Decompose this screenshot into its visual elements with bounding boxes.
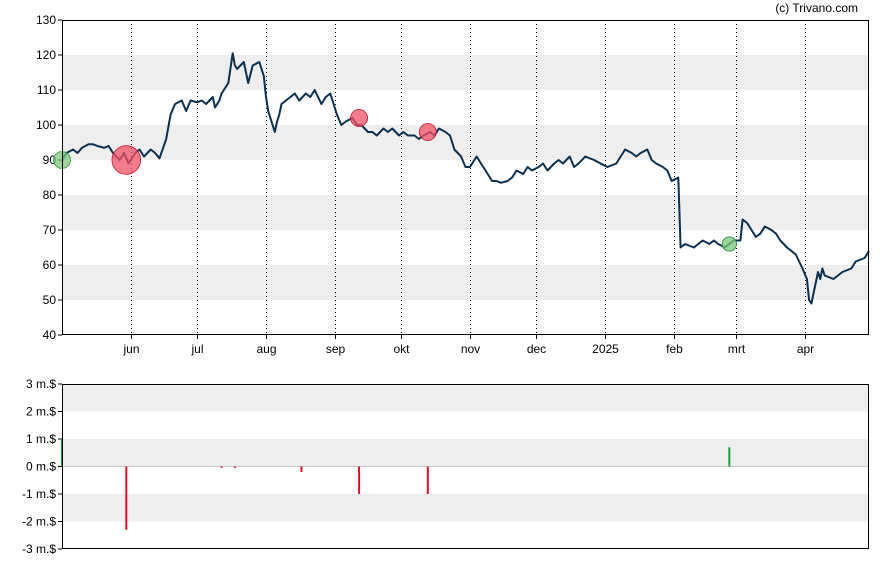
price-y-tick-label: 100 (36, 118, 56, 132)
volume-gridband (62, 439, 869, 467)
price-y-tick-label: 70 (43, 223, 57, 237)
price-y-tick-label: 130 (36, 13, 56, 27)
volume-gridband (62, 494, 869, 522)
price-y-tick-label: 110 (37, 83, 56, 97)
price-gridband (62, 55, 869, 90)
volume-y-tick-label: -1 m.$ (22, 487, 56, 501)
trade-markers (53, 109, 737, 252)
price-y-tick-label: 60 (43, 258, 57, 272)
price-gridband (62, 125, 869, 160)
volume-bar (426, 466, 429, 494)
volume-bar (300, 466, 303, 472)
volume-gridband (62, 384, 869, 412)
volume-bar (358, 466, 361, 494)
sell-marker (111, 145, 142, 175)
x-tick-label: jun (122, 342, 139, 356)
price-gridbands (62, 55, 869, 300)
price-y-tick-label: 80 (43, 188, 57, 202)
volume-y-axis: 3 m.$ 2 m.$ 1 m.$ 0 m.$ -1 m.$ -2 m.$ -3 m.$ (22, 377, 62, 556)
price-x-axis: jun jul aug sep okt nov dec 2025 feb mrt apr (122, 335, 814, 356)
volume-y-tick-label: 3 m.$ (26, 377, 56, 391)
volume-y-tick-label: 0 m.$ (26, 460, 56, 474)
sell-marker (350, 109, 368, 127)
x-tick-label: dec (527, 342, 546, 356)
price-gridband (62, 195, 869, 230)
price-y-tick-label: 50 (43, 293, 57, 307)
price-y-tick-label: 120 (36, 48, 56, 62)
credit-text: (c) Trivano.com (775, 1, 858, 15)
price-y-tick-label: 90 (43, 153, 57, 167)
x-tick-label: sep (326, 342, 346, 356)
price-month-gridlines (131, 20, 806, 335)
volume-bar (220, 466, 223, 468)
price-y-tick-label: 40 (43, 328, 57, 342)
sell-marker (418, 123, 437, 141)
volume-y-tick-label: 1 m.$ (26, 432, 56, 446)
volume-y-tick-label: -3 m.$ (22, 542, 56, 556)
x-tick-label: okt (393, 342, 410, 356)
price-plot-frame (62, 20, 869, 335)
buy-marker (721, 236, 737, 252)
price-gridband (62, 265, 869, 300)
x-tick-label: 2025 (592, 342, 619, 356)
x-tick-label: apr (797, 342, 814, 356)
volume-bar (233, 466, 236, 468)
volume-bar (728, 447, 731, 467)
volume-gridbands (62, 384, 869, 522)
volume-y-tick-label: 2 m.$ (26, 405, 56, 419)
price-y-axis: 40 50 60 70 80 90 100 110 120 130 (36, 13, 62, 342)
x-tick-label: nov (461, 342, 480, 356)
x-tick-label: mrt (728, 342, 746, 356)
x-tick-label: aug (256, 342, 276, 356)
volume-plot-frame (62, 384, 869, 549)
volume-y-tick-label: -2 m.$ (22, 515, 56, 529)
x-tick-label: feb (666, 342, 683, 356)
x-tick-label: jul (190, 342, 203, 356)
volume-bar (125, 466, 128, 530)
